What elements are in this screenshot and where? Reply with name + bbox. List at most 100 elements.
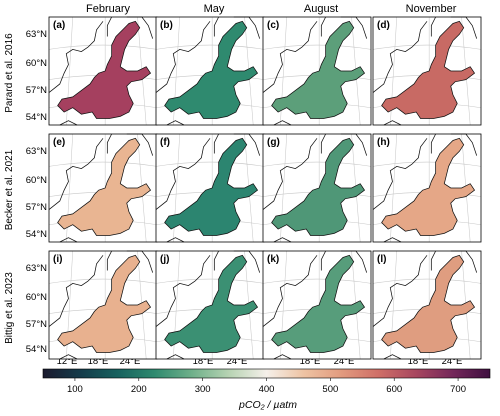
coastline (262, 250, 368, 360)
row-label-becker: Becker et al. 2021 (4, 149, 15, 230)
lon-tick-24e: 24°E (442, 356, 463, 367)
column-title-february: February (86, 3, 131, 15)
lon-tick-18e: 18°E (88, 356, 109, 367)
panel-label: (h) (377, 137, 390, 148)
lat-tick-57n: 57°N (26, 319, 47, 330)
panel-label: (b) (160, 20, 173, 31)
panel-frame (262, 16, 372, 126)
coastline (155, 250, 261, 360)
panel-label: (a) (53, 20, 65, 31)
panel-frame (372, 16, 482, 126)
column-title-august: August (304, 3, 338, 15)
lon-tick-24e: 24°E (120, 356, 141, 367)
colorbar-tick-label: 600 (386, 384, 402, 395)
colorbar-tick-label: 200 (131, 384, 147, 395)
coastline (155, 16, 261, 126)
baltic-sea-field (381, 254, 476, 353)
colorbar-tick-label: 500 (322, 384, 338, 395)
lat-ticks-row-1: 63°N 60°N 57°N 54°N (26, 29, 47, 123)
lon-ticks-col-1: 12°E 18°E 24°E (57, 356, 141, 367)
lon-tick-12e: 12°E (57, 356, 78, 367)
map-panel: (k) (262, 250, 372, 360)
baltic-sea-field (57, 254, 152, 353)
lat-tick-54n: 54°N (26, 229, 47, 240)
panel-frame (262, 250, 372, 360)
colorbar-tick-label: 700 (450, 384, 466, 395)
lon-tick-18e: 18°E (193, 356, 214, 367)
lat-tick-57n: 57°N (26, 85, 47, 96)
map-panel: (a) (48, 16, 158, 126)
colorbar: 100 200 300 400 500 600 700 pCO₂ / µatm (42, 368, 491, 411)
lat-tick-63n: 63°N (26, 146, 47, 157)
lon-tick-24e: 24°E (334, 356, 355, 367)
lat-tick-54n: 54°N (26, 344, 47, 355)
map-panel: (l) (372, 250, 482, 360)
colorbar-label-text: pCO₂ / µatm (238, 399, 297, 411)
baltic-sea-field (164, 20, 259, 119)
map-panels: (a) (b) (c) (d) (e) (f) (g) (h) (i) (j) (k) (l) (48, 16, 482, 360)
panel-label: (i) (53, 254, 62, 265)
lat-tick-63n: 63°N (26, 29, 47, 40)
map-panel: (g) (262, 133, 372, 243)
column-title-november: November (406, 3, 457, 15)
map-panel: (d) (372, 16, 482, 126)
lon-ticks-col-3: 18°E 24°E (300, 356, 355, 367)
map-panel: (c) (262, 16, 372, 126)
baltic-sea-field (381, 137, 476, 236)
colorbar-label: pCO₂ / µatm (238, 399, 297, 411)
lat-ticks-row-2: 63°N 60°N 57°N 54°N (26, 146, 47, 240)
lon-ticks-col-4: 18°E 24°E (408, 356, 463, 367)
map-panel: (b) (155, 16, 265, 126)
panel-label: (e) (53, 137, 65, 148)
panel-frame (372, 250, 482, 360)
panel-frame (262, 133, 372, 243)
map-panel: (i) (48, 250, 158, 360)
panel-label: (f) (160, 137, 170, 148)
lat-tick-57n: 57°N (26, 202, 47, 213)
coastline (48, 133, 154, 243)
panel-label: (g) (267, 137, 280, 148)
lat-tick-60n: 60°N (26, 58, 47, 69)
row-label-bittig: Bittig et al. 2023 (4, 272, 15, 344)
baltic-sea-field (164, 137, 259, 236)
map-panel: (h) (372, 133, 482, 243)
colorbar-tick-label: 400 (259, 384, 275, 395)
baltic-sea-field (57, 137, 152, 236)
baltic-sea-field (381, 20, 476, 119)
coastline (372, 133, 478, 243)
panel-frame (372, 133, 482, 243)
coastline (262, 16, 368, 126)
coastline (48, 250, 154, 360)
baltic-sea-field (164, 254, 259, 353)
baltic-sea-field (271, 254, 366, 353)
lat-ticks-row-3: 63°N 60°N 57°N 54°N (26, 263, 47, 355)
coastline (155, 133, 261, 243)
panel-label: (j) (160, 254, 169, 265)
panel-label: (k) (267, 254, 279, 265)
column-title-may: May (204, 3, 225, 15)
map-panel: (e) (48, 133, 158, 243)
baltic-sea-field (271, 137, 366, 236)
lat-tick-54n: 54°N (26, 112, 47, 123)
lat-tick-60n: 60°N (26, 292, 47, 303)
lon-ticks-col-2: 18°E 24°E (193, 356, 248, 367)
baltic-sea-field (57, 20, 152, 119)
colorbar-tick-label: 100 (67, 384, 83, 395)
row-label-parard: Parard et al. 2016 (4, 33, 15, 113)
coastline (372, 250, 478, 360)
baltic-sea-field (271, 20, 366, 119)
map-panel: (f) (155, 133, 265, 243)
lon-tick-18e: 18°E (300, 356, 321, 367)
coastline (48, 16, 154, 126)
colorbar-tick-label: 300 (195, 384, 211, 395)
lat-tick-63n: 63°N (26, 263, 47, 274)
panel-label: (c) (267, 20, 279, 31)
lon-tick-24e: 24°E (227, 356, 248, 367)
coastline (262, 133, 368, 243)
panel-label: (l) (377, 254, 386, 265)
lat-tick-60n: 60°N (26, 175, 47, 186)
map-panel: (j) (155, 250, 265, 360)
coastline (372, 16, 478, 126)
lon-tick-18e: 18°E (408, 356, 429, 367)
colorbar-gradient (42, 368, 491, 379)
